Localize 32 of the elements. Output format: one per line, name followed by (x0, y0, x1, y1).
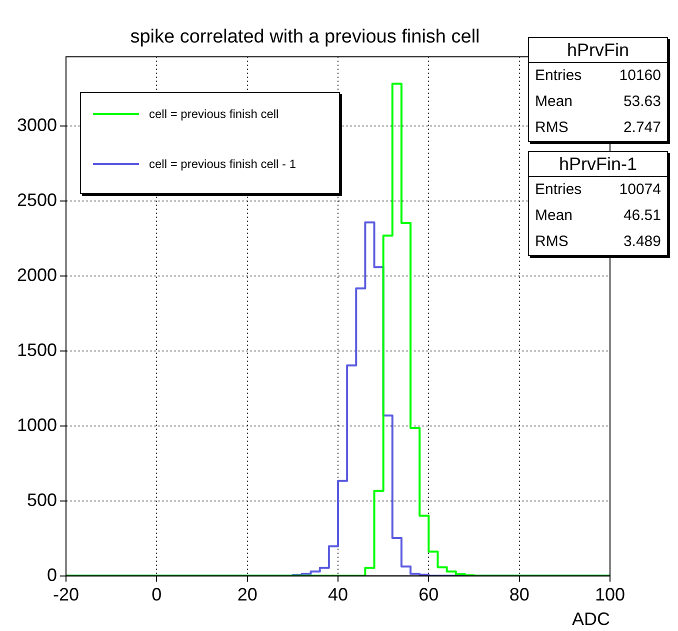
y-tick-label: 1000 (16, 414, 57, 435)
text: 10160 (619, 66, 661, 86)
x-tick-label: 20 (237, 584, 258, 605)
y-tick-label: 1500 (16, 340, 57, 360)
text: 53.63 (623, 92, 661, 112)
y-tick-label: 2000 (16, 264, 57, 285)
text: 46.51 (623, 206, 661, 226)
annotation: hPrvFin-1 (529, 152, 667, 177)
y-tick-label: 0 (46, 564, 57, 585)
annotation: hPrvFin (529, 38, 667, 63)
annotation: RMS (535, 232, 568, 252)
y-tick-label: 2500 (16, 190, 57, 210)
x-tick-label: 40 (328, 584, 348, 605)
annotation: Mean (535, 92, 573, 112)
annotation: Entries (535, 180, 582, 200)
text: 3.489 (623, 232, 661, 252)
y-tick-label: 3000 (16, 114, 57, 135)
x-tick-label: 100 (594, 584, 626, 605)
annotation: Entries (535, 66, 582, 86)
legend-label: cell = previous finish cell (149, 107, 279, 121)
x-tick-label: 80 (509, 584, 530, 605)
annotation: Mean (535, 206, 573, 226)
annotation: RMS (535, 118, 568, 138)
x-tick-label: 0 (152, 584, 162, 605)
x-tick-label: -20 (52, 584, 80, 605)
text: 10074 (619, 180, 661, 200)
y-tick-label: 500 (26, 490, 57, 510)
chart-title: spike correlated with a previous finish cell (130, 26, 480, 48)
x-tick-label: 60 (418, 584, 439, 605)
text: 2.747 (623, 118, 661, 138)
x-axis-title: ADC (572, 609, 610, 630)
legend-label: cell = previous finish cell - 1 (149, 157, 296, 171)
